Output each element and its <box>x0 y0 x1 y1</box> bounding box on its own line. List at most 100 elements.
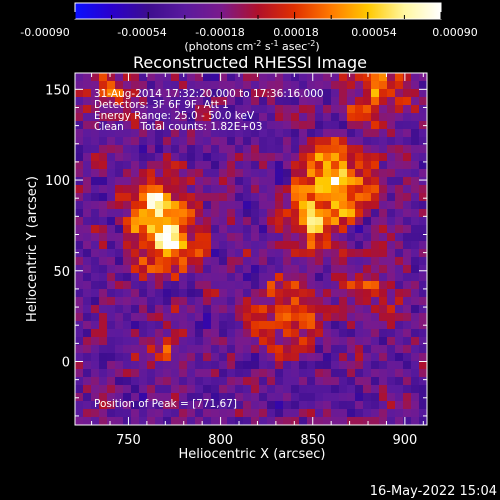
heatmap-pixel <box>267 129 276 138</box>
heatmap-pixel <box>275 401 284 410</box>
heatmap-pixel <box>387 145 396 154</box>
heatmap-pixel <box>411 377 420 386</box>
heatmap-pixel <box>331 137 340 146</box>
heatmap-pixel <box>131 217 140 226</box>
heatmap-pixel <box>219 217 228 226</box>
heatmap-pixel <box>251 225 260 234</box>
heatmap-pixel <box>155 297 164 306</box>
heatmap-pixel <box>307 249 316 258</box>
heatmap-pixel <box>195 121 204 130</box>
heatmap-pixel <box>379 417 388 425</box>
heatmap-pixel <box>83 377 92 386</box>
heatmap-pixel <box>171 417 180 425</box>
heatmap-pixel <box>227 81 236 90</box>
heatmap-pixel <box>339 361 348 370</box>
heatmap-pixel <box>371 89 380 98</box>
heatmap-pixel <box>347 137 356 146</box>
heatmap-pixel <box>123 81 132 90</box>
heatmap-pixel <box>131 281 140 290</box>
heatmap-pixel <box>123 201 132 210</box>
heatmap-pixel <box>411 393 420 402</box>
heatmap-pixel <box>387 233 396 242</box>
heatmap-pixel <box>379 265 388 274</box>
heatmap-pixel <box>379 305 388 314</box>
heatmap-pixel <box>267 145 276 154</box>
heatmap-pixel <box>115 313 124 322</box>
heatmap-pixel <box>355 345 364 354</box>
heatmap-pixel <box>139 393 148 402</box>
heatmap-pixel <box>123 393 132 402</box>
heatmap-pixel <box>395 113 404 122</box>
heatmap-pixel <box>419 361 427 370</box>
heatmap-pixel <box>107 225 116 234</box>
heatmap-pixel <box>163 169 172 178</box>
heatmap-pixel <box>379 249 388 258</box>
heatmap-pixel <box>107 257 116 266</box>
heatmap-pixel <box>155 161 164 170</box>
heatmap-pixel <box>291 345 300 354</box>
heatmap-pixel <box>323 89 332 98</box>
heatmap-pixel <box>107 169 116 178</box>
heatmap-pixel <box>411 129 420 138</box>
heatmap-pixel <box>243 153 252 162</box>
heatmap-pixel <box>371 297 380 306</box>
heatmap-pixel <box>395 377 404 386</box>
heatmap-pixel <box>91 353 100 362</box>
heatmap-pixel <box>123 105 132 114</box>
heatmap-pixel <box>395 193 404 202</box>
heatmap-pixel <box>211 73 220 82</box>
heatmap-pixel <box>123 97 132 106</box>
heatmap-pixel <box>267 121 276 130</box>
heatmap-pixel <box>323 337 332 346</box>
heatmap-pixel <box>323 329 332 338</box>
heatmap-pixel <box>147 345 156 354</box>
heatmap-pixel <box>411 289 420 298</box>
heatmap-pixel <box>355 209 364 218</box>
heatmap-pixel <box>283 89 292 98</box>
heatmap-pixel <box>227 193 236 202</box>
heatmap-pixel <box>115 289 124 298</box>
heatmap-pixel <box>91 321 100 330</box>
heatmap-pixel <box>267 353 276 362</box>
heatmap-pixel <box>403 129 412 138</box>
heatmap-pixel <box>419 313 427 322</box>
heatmap-pixel <box>171 137 180 146</box>
heatmap-pixel <box>411 385 420 394</box>
heatmap-pixel <box>395 185 404 194</box>
heatmap-pixel <box>291 241 300 250</box>
heatmap-pixel <box>115 273 124 282</box>
heatmap-pixel <box>339 409 348 418</box>
heatmap-pixel <box>387 401 396 410</box>
heatmap-pixel <box>419 385 427 394</box>
heatmap-pixel <box>219 137 228 146</box>
y-tick-label: 50 <box>53 265 70 280</box>
heatmap-pixel <box>115 369 124 378</box>
heatmap-pixel <box>259 321 268 330</box>
heatmap-pixel <box>387 409 396 418</box>
heatmap-pixel <box>315 233 324 242</box>
heatmap-pixel <box>91 329 100 338</box>
heatmap-pixel <box>363 297 372 306</box>
heatmap-pixel <box>131 209 140 218</box>
heatmap-pixel <box>187 209 196 218</box>
heatmap-pixel <box>243 89 252 98</box>
heatmap-pixel <box>283 201 292 210</box>
heatmap-pixel <box>75 105 84 114</box>
heatmap-pixel <box>235 345 244 354</box>
heatmap-pixel <box>187 233 196 242</box>
heatmap-pixel <box>307 113 316 122</box>
heatmap-pixel <box>147 225 156 234</box>
heatmap-pixel <box>227 273 236 282</box>
heatmap-pixel <box>363 345 372 354</box>
colorbar-tick-label: 0.00018 <box>273 26 319 39</box>
heatmap-pixel <box>395 353 404 362</box>
heatmap-pixel <box>395 89 404 98</box>
heatmap-pixel <box>235 129 244 138</box>
heatmap-pixel <box>195 217 204 226</box>
heatmap-pixel <box>315 121 324 130</box>
heatmap-pixel <box>403 297 412 306</box>
heatmap-pixel <box>411 313 420 322</box>
heatmap-pixel <box>227 409 236 418</box>
heatmap-pixel <box>163 417 172 425</box>
heatmap-pixel <box>203 401 212 410</box>
